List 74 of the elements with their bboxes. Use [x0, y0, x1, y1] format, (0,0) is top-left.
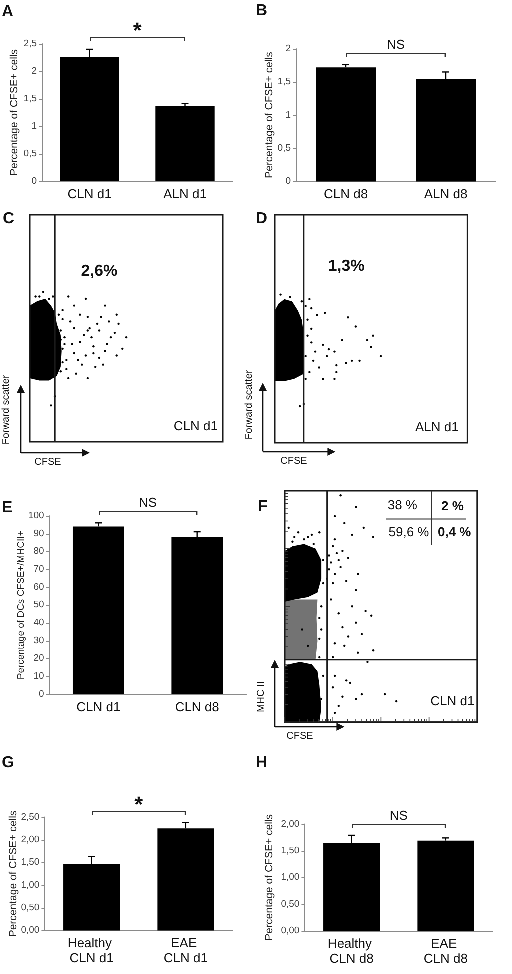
x-tick-label: EAE CLN d8: [424, 936, 468, 966]
y-tick-label: 0: [32, 176, 37, 187]
y-tick-label: 2,00: [21, 834, 40, 846]
text: ALN d1: [415, 420, 459, 435]
y-tick-label: 100: [28, 510, 44, 522]
x-tick-label: EAE CLN d1: [164, 936, 208, 966]
y-axis-title: Percentage of CFSE+ cells: [264, 814, 276, 941]
y-tick-label: 1,50: [281, 845, 300, 856]
y-tick-label: 0: [39, 688, 44, 700]
y-tick-label: 1: [286, 110, 291, 121]
y-tick-label: 1,50: [21, 857, 40, 868]
y-tick-label: 0,5: [24, 148, 37, 160]
y-tick-label: 2,50: [21, 812, 40, 823]
y-tick-label: 1,5: [24, 93, 37, 104]
annotation: NS: [386, 36, 406, 52]
x-tick-label: CLN d1: [68, 186, 112, 202]
text: CFSE: [34, 457, 62, 468]
y-tick-label: 0,00: [21, 925, 40, 936]
y-tick-label: 60: [34, 582, 44, 593]
y-tick-label: 1,00: [21, 880, 40, 891]
y-tick-label: 80: [34, 546, 44, 558]
text: 1,3%: [328, 258, 365, 276]
text: Forward scatter: [244, 370, 255, 440]
y-tick-label: 1: [32, 120, 37, 132]
y-axis-title: Percentage of CFSE+ cells: [8, 810, 20, 938]
text: 0,4 %: [438, 524, 472, 540]
chart-title: B: [256, 2, 268, 20]
text: 38 %: [388, 498, 418, 513]
text: NS: [390, 808, 408, 822]
text: 2,6%: [81, 262, 118, 280]
text: 2 %: [441, 498, 464, 514]
text: *: [133, 18, 142, 44]
y-tick-label: 0: [286, 176, 291, 188]
y-tick-label: 0,50: [21, 902, 40, 914]
y-tick-label: 2,5: [24, 38, 37, 50]
chart-title: A: [2, 4, 14, 20]
x-tick-label: ALN d1: [164, 186, 207, 202]
y-tick-label: 10: [34, 670, 44, 682]
text: CLN d1: [174, 418, 218, 434]
x-tick-label: CLN d8: [324, 186, 368, 202]
y-tick-label: 2,00: [281, 818, 300, 830]
y-tick-label: 20: [34, 653, 44, 664]
text: F: [258, 498, 268, 516]
y-tick-label: 2: [286, 44, 291, 54]
text: *: [134, 792, 144, 817]
text: CFSE: [280, 456, 308, 467]
x-tick-label: Healthy CLN d1: [68, 936, 116, 966]
chart-title: H: [256, 754, 268, 772]
y-tick-label: 70: [34, 564, 44, 575]
text: C: [3, 210, 15, 228]
text: NS: [138, 495, 158, 510]
y-tick-label: 0,00: [281, 926, 300, 936]
y-tick-label: 50: [34, 600, 44, 611]
y-axis-title: Percentage of DCs CFSE+/MHCII+: [16, 530, 28, 680]
text: 59,6 %: [388, 524, 430, 540]
y-axis-title: Percentage of CFSE+ cells: [8, 50, 20, 176]
text: Forward scatter: [1, 375, 12, 445]
chart-title: E: [2, 500, 13, 516]
text: CFSE: [286, 731, 314, 742]
x-tick-label: ALN d8: [424, 186, 468, 202]
x-tick-label: Healthy CLN d8: [328, 936, 376, 966]
text: D: [256, 210, 268, 228]
y-tick-label: 0,5: [278, 143, 291, 154]
y-tick-label: 30: [34, 635, 44, 646]
y-tick-label: 90: [34, 528, 44, 540]
y-tick-label: 2: [32, 66, 37, 77]
x-tick-label: CLN d8: [175, 699, 220, 714]
chart-title: G: [2, 754, 14, 772]
y-tick-label: 1,5: [278, 76, 291, 88]
text: MHC II: [256, 681, 267, 713]
y-axis-title: Percentage of CFSE+ cells: [264, 52, 276, 179]
y-tick-label: 1,00: [281, 872, 300, 884]
y-tick-label: 40: [34, 617, 44, 628]
y-tick-label: 0,50: [281, 898, 300, 910]
